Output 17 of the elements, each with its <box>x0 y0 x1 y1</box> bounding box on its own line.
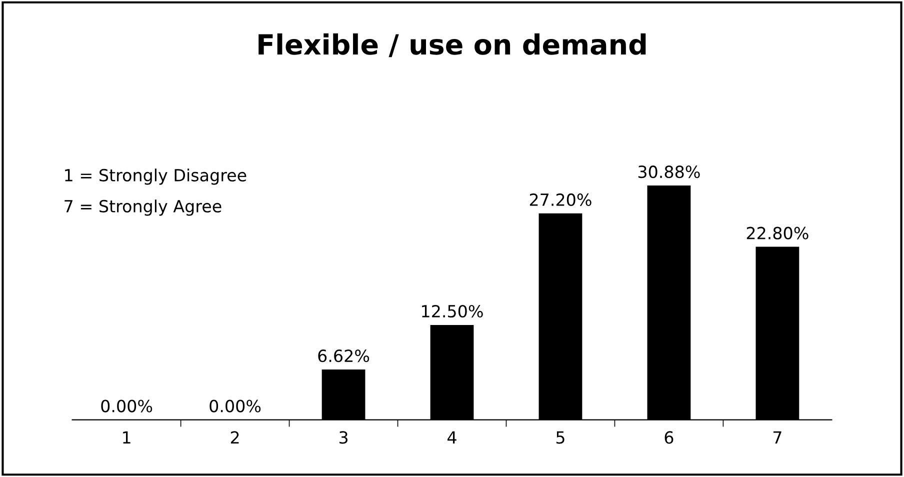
data-label: 6.62% <box>318 350 370 362</box>
data-label: 0.00% <box>101 400 152 412</box>
data-label: 0.00% <box>210 400 261 412</box>
chart-title: Flexible / use on demand <box>258 33 646 58</box>
x-tick-label: 7 <box>774 431 782 444</box>
x-tick-label: 6 <box>664 431 674 444</box>
annotation: 7 = Strongly Agree <box>64 200 222 216</box>
data-label: 30.88% <box>638 166 700 178</box>
x-tick-label: 3 <box>339 431 348 444</box>
x-tick-label: 5 <box>556 431 564 444</box>
x-tick-label: 1 <box>123 431 130 444</box>
data-label: 22.80% <box>746 226 808 240</box>
text: 1 = Strongly Disagree <box>65 168 246 185</box>
data-label: 27.20% <box>530 193 592 206</box>
x-tick-label: 4 <box>448 431 456 444</box>
data-label: 12.50% <box>422 304 483 318</box>
x-tick-label: 2 <box>230 431 239 444</box>
